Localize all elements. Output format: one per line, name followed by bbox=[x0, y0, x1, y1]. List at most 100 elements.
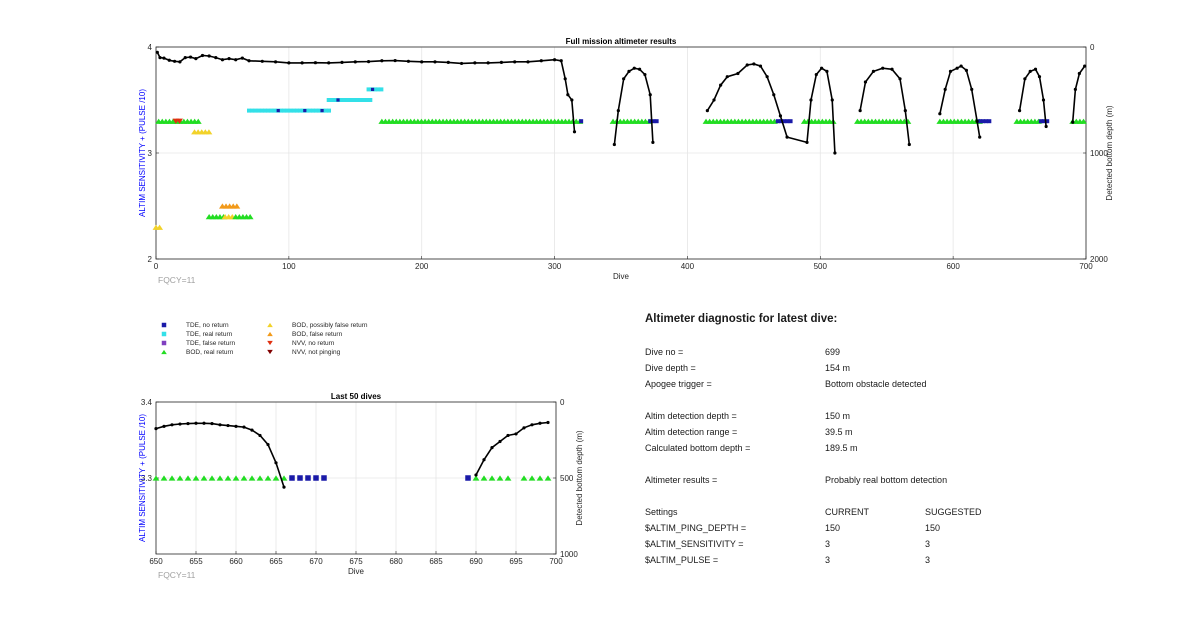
pulse-row: $ALTIM_PULSE = 3 3 bbox=[645, 552, 1185, 568]
main-xtick-label: 100 bbox=[282, 262, 296, 271]
last50-xtick-label: 680 bbox=[389, 557, 403, 566]
main-depth-point bbox=[890, 67, 894, 71]
last50-depth-point bbox=[178, 422, 182, 426]
main-footnote: FQCY=11 bbox=[158, 275, 196, 285]
main-xtick-label: 700 bbox=[1079, 262, 1093, 271]
last50-xtick-label: 650 bbox=[149, 557, 163, 566]
apogee-label: Apogee trigger = bbox=[645, 379, 712, 389]
main-setting-marker bbox=[194, 118, 202, 124]
main-depth-point bbox=[616, 109, 620, 113]
main-setting-marker bbox=[304, 108, 309, 113]
last50-setting-marker bbox=[200, 475, 208, 481]
main-depth-point bbox=[473, 61, 477, 65]
last50-depth-point bbox=[274, 461, 278, 465]
main-depth-point bbox=[772, 93, 776, 97]
main-depth-point bbox=[955, 66, 959, 70]
main-depth-point bbox=[978, 135, 982, 139]
main-setting-marker bbox=[156, 224, 164, 230]
main-setting-marker bbox=[372, 87, 377, 92]
main-setting-marker bbox=[977, 119, 982, 124]
main-depth-point bbox=[513, 60, 517, 64]
main-depth-point bbox=[327, 61, 331, 65]
main-depth-point bbox=[898, 77, 902, 81]
last50-depth-point bbox=[210, 421, 214, 426]
main-setting-marker bbox=[368, 98, 373, 102]
legend-label: BOD, false return bbox=[292, 331, 343, 338]
ping-depth-suggested: 150 bbox=[925, 523, 941, 533]
main-depth-point bbox=[964, 68, 969, 72]
results-label: Altimeter results = bbox=[645, 475, 718, 485]
main-xtick-label: 500 bbox=[814, 262, 828, 271]
diagnostic-panel: Altimeter diagnostic for latest dive: Di… bbox=[645, 313, 1185, 568]
main-setting-marker bbox=[361, 98, 366, 102]
main-depth-point bbox=[300, 61, 304, 65]
main-depth-point bbox=[313, 61, 318, 65]
main-setting-marker bbox=[326, 98, 331, 102]
last50-xtick-label: 670 bbox=[309, 557, 323, 566]
last50-depth-point bbox=[258, 433, 262, 438]
last50-xtick-label: 655 bbox=[189, 557, 203, 566]
main-ylabel-left: ALTIM SENSITIVITY + (PULSE /10) bbox=[138, 89, 147, 217]
pulse-suggested: 3 bbox=[925, 555, 931, 565]
main-depth-point bbox=[765, 75, 769, 79]
main-setting-marker bbox=[1080, 118, 1087, 124]
main-depth-point bbox=[809, 98, 813, 102]
settings-label: Settings bbox=[645, 507, 678, 517]
detection-range-value: 39.5 m bbox=[825, 427, 853, 437]
main-depth-point bbox=[805, 140, 809, 144]
last50-setting-marker bbox=[465, 475, 471, 481]
last50-setting-marker bbox=[289, 475, 295, 481]
last50-setting-marker bbox=[224, 475, 232, 481]
pulse-current: 3 bbox=[825, 555, 831, 565]
main-depth-point bbox=[778, 114, 783, 118]
main-setting-marker bbox=[291, 108, 296, 113]
main-setting-marker bbox=[256, 108, 261, 113]
main-depth-point bbox=[959, 64, 963, 68]
main-setting-marker bbox=[579, 119, 584, 124]
main-setting-marker bbox=[303, 109, 307, 113]
last50-depth-point bbox=[194, 421, 198, 425]
main-depth-point bbox=[814, 72, 818, 77]
main-depth-point bbox=[486, 61, 490, 65]
main-depth-point bbox=[420, 60, 424, 64]
last50-depth-point bbox=[282, 485, 286, 489]
main-depth-point bbox=[1037, 75, 1042, 79]
last50-ytick-right-label: 1000 bbox=[560, 550, 578, 559]
apogee-row: Apogee trigger = Bottom obstacle detecte… bbox=[645, 376, 1185, 392]
last50-xlabel: Dive bbox=[348, 567, 365, 576]
sensitivity-current: 3 bbox=[825, 539, 831, 549]
last50-footnote: FQCY=11 bbox=[158, 570, 196, 580]
main-depth-point bbox=[752, 62, 756, 66]
main-depth-point bbox=[234, 58, 238, 62]
main-depth-point bbox=[830, 98, 834, 102]
results-row: Altimeter results = Probably real bottom… bbox=[645, 472, 1185, 488]
main-depth-point bbox=[340, 60, 344, 64]
legend-marker bbox=[161, 349, 167, 355]
last50-setting-marker bbox=[297, 475, 303, 481]
last50-depth-point bbox=[482, 458, 486, 462]
main-depth-line bbox=[1071, 65, 1086, 123]
main-depth-point bbox=[745, 63, 749, 67]
main-setting-marker bbox=[980, 119, 985, 124]
last50-setting-marker bbox=[528, 475, 536, 481]
detection-range-label: Altim detection range = bbox=[645, 427, 738, 437]
last50-depth-point bbox=[546, 420, 550, 425]
last50-xtick-label: 675 bbox=[349, 557, 363, 566]
last50-depth-point bbox=[226, 423, 230, 428]
main-xlabel: Dive bbox=[613, 272, 630, 281]
last50-setting-marker bbox=[160, 475, 168, 481]
main-setting-marker bbox=[276, 109, 280, 113]
main-setting-marker bbox=[358, 98, 363, 102]
main-setting-marker bbox=[233, 203, 241, 209]
last50-setting-marker bbox=[168, 475, 176, 481]
last50-setting-marker bbox=[176, 475, 184, 481]
legend-label: NVV, not pinging bbox=[292, 349, 341, 356]
last50-depth-point bbox=[202, 421, 206, 425]
last50-setting-marker bbox=[536, 475, 544, 481]
main-xtick-label: 400 bbox=[681, 262, 695, 271]
main-depth-point bbox=[459, 61, 464, 66]
main-depth-point bbox=[1028, 69, 1032, 73]
main-setting-marker bbox=[314, 108, 319, 113]
legend-marker bbox=[267, 331, 273, 337]
sensitivity-label: $ALTIM_SENSITIVITY = bbox=[645, 539, 744, 549]
